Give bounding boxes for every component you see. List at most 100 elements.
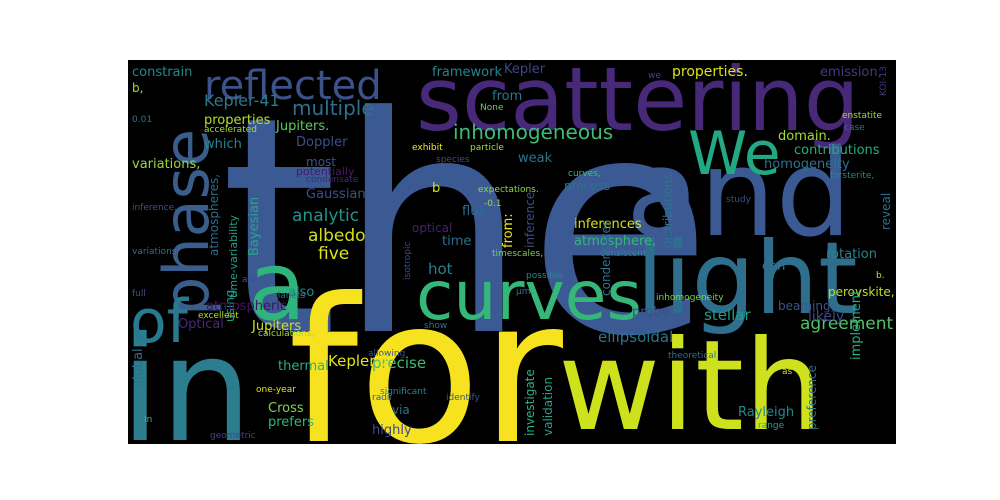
word-atmosphere-comma: atmosphere, bbox=[574, 234, 657, 249]
word-kepler-7: Kepler-7 bbox=[328, 352, 390, 370]
word-time-variability: time-variability bbox=[227, 214, 240, 298]
word-excellent: excellent bbox=[198, 311, 239, 321]
word-jupiters: Jupiters bbox=[252, 319, 302, 334]
word-perovskite: perovskite, bbox=[828, 285, 895, 299]
word-timescales: timescales, bbox=[492, 249, 544, 259]
word-contributions: contributions bbox=[794, 143, 880, 158]
word-minus-0-1: -0.1 bbox=[484, 199, 502, 209]
word-emission: emission, bbox=[820, 65, 882, 80]
word-consistent: consistent bbox=[600, 249, 647, 259]
word-curves-comma: curves, bbox=[568, 169, 601, 179]
word-condensate: condensate bbox=[306, 175, 359, 185]
word-beaming: beaming, bbox=[778, 299, 835, 313]
word-we-small: we bbox=[648, 71, 661, 81]
word-forsterite: forsterite, bbox=[830, 171, 875, 181]
word-full: full bbox=[132, 289, 146, 299]
word-case: case bbox=[844, 123, 865, 133]
word-doppler: Doppler bbox=[296, 135, 348, 150]
word-likely: likely bbox=[808, 309, 845, 325]
word-atmospheres-comma: atmospheres, bbox=[207, 173, 221, 256]
word-study: study bbox=[726, 195, 751, 205]
word-variations-comma: variations, bbox=[132, 157, 201, 172]
word-identify: identify bbox=[446, 393, 480, 403]
word-rotation: rotation bbox=[826, 247, 877, 262]
word-variations: variations bbox=[132, 247, 177, 257]
word-mu-m: μm. bbox=[516, 287, 534, 297]
word-reflected: reflected bbox=[204, 63, 382, 109]
word-multiple: multiple bbox=[292, 96, 374, 120]
word-calculations: calculations, bbox=[258, 329, 315, 339]
word-reveal: reveal bbox=[879, 192, 893, 230]
word-and: and bbox=[626, 125, 852, 264]
word-a: a bbox=[248, 232, 307, 342]
word-b: b bbox=[432, 181, 441, 196]
word-as: as bbox=[782, 367, 793, 377]
word-cross: Cross bbox=[268, 401, 304, 416]
word-precise: precise bbox=[372, 354, 427, 372]
word-in: in bbox=[128, 306, 253, 444]
word-via: via bbox=[392, 403, 410, 417]
word-ellipsoidal: ellipsoidal bbox=[598, 328, 674, 346]
word-one-year: one-year bbox=[256, 385, 296, 395]
word-none: None bbox=[480, 103, 504, 113]
word-albedo: albedo bbox=[308, 226, 366, 246]
word-bayesian: Bayesian bbox=[247, 196, 262, 256]
word-distributions: distributions bbox=[661, 173, 675, 248]
word-which: which bbox=[204, 137, 242, 152]
word-species: species bbox=[436, 155, 470, 165]
word-most: most bbox=[306, 155, 336, 169]
word-properties: properties bbox=[204, 113, 271, 128]
word-light: light bbox=[636, 220, 858, 337]
word-highly: highly bbox=[372, 423, 412, 438]
word-potentially: potentially bbox=[296, 165, 355, 178]
word-thermal: thermal bbox=[278, 359, 329, 374]
word-we: We bbox=[688, 119, 781, 189]
word-expectations: expectations. bbox=[478, 185, 539, 195]
word-the: the bbox=[220, 60, 713, 402]
word-validation: validation bbox=[541, 376, 555, 436]
word-with: with bbox=[558, 314, 824, 444]
word-scattering: scattering bbox=[416, 60, 860, 151]
word-particle: particle bbox=[470, 143, 504, 153]
word-also: also bbox=[288, 285, 315, 300]
word-theoretical: theoretical bbox=[668, 351, 717, 361]
word-0-01: 0.01 bbox=[132, 115, 153, 125]
word-constrain: constrain bbox=[132, 65, 193, 80]
word-radii: radii bbox=[372, 393, 392, 403]
word-koi-13: KOI-13 bbox=[879, 66, 889, 96]
word-that: that bbox=[820, 259, 839, 269]
word-allowing: allowing bbox=[368, 349, 406, 359]
word-show: show bbox=[424, 321, 448, 331]
word-stellar: stellar bbox=[704, 306, 751, 324]
word-kepler-41: Kepler-41 bbox=[204, 91, 280, 110]
word-of: of bbox=[130, 287, 188, 357]
word-inferences: inferences bbox=[574, 217, 642, 232]
word-investigate: investigate bbox=[523, 369, 537, 436]
word-time: time bbox=[442, 234, 472, 249]
word-b-comma: b, bbox=[132, 81, 144, 95]
word-can: can bbox=[762, 259, 786, 274]
word-inhomogeneous: inhomogeneous bbox=[453, 120, 614, 144]
word-five: five bbox=[318, 244, 350, 264]
word-process: process bbox=[564, 179, 611, 193]
word-b-dot: b. bbox=[876, 271, 885, 281]
word-weak: weak bbox=[518, 151, 553, 166]
word-flux: flux bbox=[462, 204, 487, 219]
word-agreement: agreement bbox=[800, 314, 894, 334]
word-are: are bbox=[242, 275, 257, 285]
word-domain: domain. bbox=[778, 129, 831, 144]
word-properties-dot: properties. bbox=[672, 64, 748, 80]
word-enstatite: enstatite bbox=[842, 111, 883, 121]
word-from: from bbox=[492, 89, 523, 104]
word-prefers: prefers bbox=[268, 415, 315, 430]
word-preference: preference bbox=[805, 365, 819, 430]
word-implement: implement bbox=[849, 289, 864, 360]
word-inference-dot: inference. bbox=[132, 203, 177, 213]
word-curves: curves bbox=[416, 257, 642, 336]
word-exhibit: exhibit bbox=[412, 143, 443, 153]
word-jupiters-dot: Jupiters. bbox=[276, 119, 330, 134]
word-optical-cap: Optical bbox=[178, 317, 224, 332]
word-range: range bbox=[758, 421, 785, 431]
word-inhomogeneity: inhomogeneity bbox=[656, 293, 724, 303]
word-possible: possible bbox=[526, 271, 563, 281]
